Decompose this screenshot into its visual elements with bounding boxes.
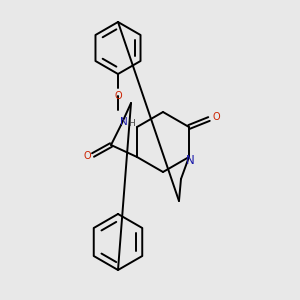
Text: N: N xyxy=(186,154,194,166)
Text: H: H xyxy=(128,118,134,127)
Text: O: O xyxy=(114,91,122,101)
Text: O: O xyxy=(83,151,91,161)
Text: O: O xyxy=(212,112,220,122)
Text: N: N xyxy=(120,117,128,127)
